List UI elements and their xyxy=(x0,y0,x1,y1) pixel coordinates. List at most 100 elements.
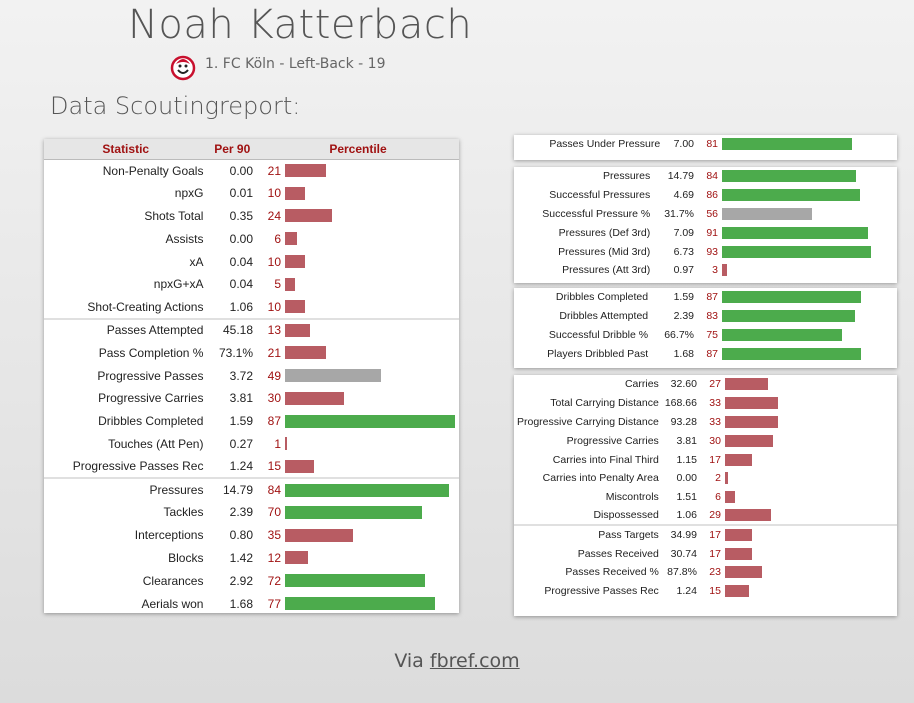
stat-row: Pressures (Att 3rd) 0.97 3 xyxy=(514,261,897,280)
stat-name: Passes Received % xyxy=(565,566,659,579)
percentile-bar xyxy=(724,472,728,485)
stat-percentile: 3 xyxy=(697,261,897,280)
stat-per90: 45.18 xyxy=(207,317,257,342)
stat-row: Progressive Carrying Distance 93.28 33 xyxy=(514,413,897,432)
stat-per90: 3.72 xyxy=(229,368,253,383)
stat-name: Interceptions xyxy=(134,528,204,543)
percentile-value: 15 xyxy=(267,459,281,474)
stat-percentile: 10 xyxy=(257,250,459,273)
stat-name: Progressive Carries xyxy=(98,391,204,406)
stat-per90: 73.1% xyxy=(218,345,253,360)
fbref-link[interactable]: fbref.com xyxy=(429,650,520,672)
stat-row: Touches (Att Pen) 0.27 1 xyxy=(44,433,459,456)
percentile-bar xyxy=(285,164,326,178)
percentile-value: 77 xyxy=(267,596,281,611)
stat-percentile: 2 xyxy=(700,469,897,488)
stat-percentile: 15 xyxy=(700,582,897,601)
stat-per90: 1.51 xyxy=(676,491,697,504)
stat-name: Progressive Passes xyxy=(97,368,204,383)
stat-name: Successful Dribble % xyxy=(548,328,649,341)
stat-percentile: 33 xyxy=(700,413,897,432)
stat-name: Carries into Penalty Area xyxy=(542,472,659,485)
stat-per90: 1.15 xyxy=(676,453,697,466)
stat-name: Assists xyxy=(165,231,204,246)
percentile-bar xyxy=(285,574,425,588)
stat-per90: 7.00 xyxy=(673,138,694,151)
percentile-value: 6 xyxy=(274,231,281,246)
stat-row: Shot-Creating Actions 1.06 10 xyxy=(44,296,459,319)
passes-under-pressure-panel: Passes Under Pressure 7.00 81 xyxy=(514,135,897,160)
percentile-bar xyxy=(285,255,305,269)
percentile-bar xyxy=(724,585,749,598)
stat-name: Pressures xyxy=(44,477,208,501)
stat-percentile: 21 xyxy=(257,341,459,364)
stat-name: Pass Completion % xyxy=(98,345,204,360)
stat-name: Successful Pressures xyxy=(549,189,651,202)
stat-row: Interceptions 0.80 35 xyxy=(44,524,459,547)
percentile-value: 84 xyxy=(706,170,718,183)
percentile-bar xyxy=(285,232,297,246)
stat-per90: 1.42 xyxy=(229,550,253,565)
percentile-value: 33 xyxy=(709,397,721,410)
stat-percentile: 30 xyxy=(700,431,897,450)
percentile-bar xyxy=(722,138,852,151)
percentile-value: 17 xyxy=(709,453,721,466)
percentile-value: 2 xyxy=(715,472,721,485)
stat-row: Pass Targets 34.99 17 xyxy=(514,524,897,545)
percentile-bar xyxy=(724,509,771,522)
stat-per90: 1.68 xyxy=(673,347,694,360)
percentile-value: 17 xyxy=(709,529,721,542)
percentile-bar xyxy=(722,170,856,183)
stat-row: Dribbles Attempted 2.39 83 xyxy=(514,307,897,326)
stat-name: Pressures (Def 3rd) xyxy=(558,226,651,239)
stat-row: Passes Attempted 45.18 13 xyxy=(44,317,459,342)
percentile-bar xyxy=(285,414,455,428)
percentile-bar xyxy=(722,347,861,360)
stat-name: Progressive Carrying Distance xyxy=(517,415,659,428)
stat-name: Tackles xyxy=(163,505,204,520)
percentile-value: 10 xyxy=(267,254,281,269)
stat-percentile: 33 xyxy=(700,394,897,413)
percentile-value: 70 xyxy=(267,505,281,520)
stat-name: Carries xyxy=(624,378,659,391)
percentile-value: 30 xyxy=(267,391,281,406)
section-title: Data Scoutingreport: xyxy=(50,92,301,120)
stat-percentile: 13 xyxy=(257,317,459,342)
stat-row: npxG 0.01 10 xyxy=(44,182,459,205)
stat-row: Non-Penalty Goals 0.00 21 xyxy=(44,159,459,182)
stat-name: Blocks xyxy=(168,550,204,565)
stat-row: Assists 0.00 6 xyxy=(44,227,459,250)
stat-per90: 7.09 xyxy=(673,226,694,239)
percentile-value: 1 xyxy=(274,436,281,451)
club-crest-icon xyxy=(170,55,196,81)
percentile-bar xyxy=(724,491,735,504)
stat-name: Dribbles Completed xyxy=(555,291,649,304)
percentile-value: 3 xyxy=(712,264,718,277)
stat-per90: 1.59 xyxy=(673,291,694,304)
stat-percentile: 77 xyxy=(257,592,459,615)
percentile-value: 10 xyxy=(267,299,281,314)
percentile-value: 87 xyxy=(706,291,718,304)
percentile-value: 17 xyxy=(709,547,721,560)
stat-per90: 0.97 xyxy=(673,264,694,277)
stat-name: Non-Penalty Goals xyxy=(102,163,204,178)
stat-percentile: 30 xyxy=(257,387,459,410)
percentile-value: 6 xyxy=(715,491,721,504)
stat-name: Shot-Creating Actions xyxy=(87,299,204,314)
percentile-value: 87 xyxy=(267,414,281,429)
stat-row: Clearances 2.92 72 xyxy=(44,569,459,592)
stat-row: Shots Total 0.35 24 xyxy=(44,205,459,228)
stat-name: Dispossessed xyxy=(593,509,659,522)
stat-per90: 0.27 xyxy=(229,436,253,451)
stat-per90: 0.35 xyxy=(229,208,253,223)
stat-row: Miscontrols 1.51 6 xyxy=(514,488,897,507)
percentile-bar xyxy=(722,226,868,239)
stat-row: Carries into Penalty Area 0.00 2 xyxy=(514,469,897,488)
stat-percentile: 87 xyxy=(697,288,897,307)
percentile-value: 86 xyxy=(706,189,718,202)
stat-percentile: 75 xyxy=(697,326,897,345)
stat-percentile: 1 xyxy=(257,433,459,456)
stat-row: Progressive Carries 3.81 30 xyxy=(514,431,897,450)
stat-row: Progressive Carries 3.81 30 xyxy=(44,387,459,410)
stat-per90: 0.00 xyxy=(229,231,253,246)
